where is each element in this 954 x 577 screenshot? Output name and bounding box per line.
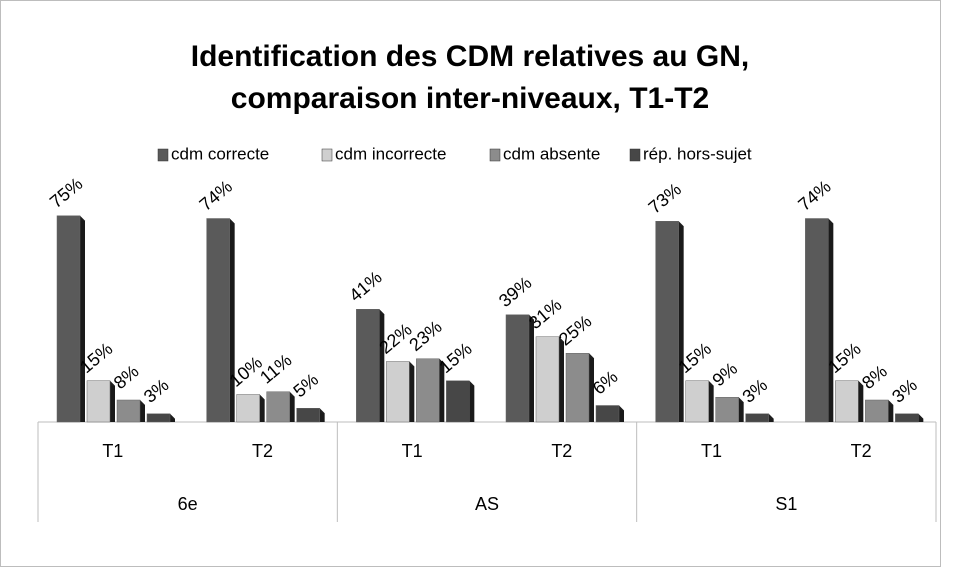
bar-side	[678, 221, 684, 422]
legend-label: cdm correcte	[171, 144, 269, 163]
x-tick-label: T1	[102, 441, 123, 461]
bar-side	[529, 314, 534, 422]
x-tick-label: T1	[701, 441, 722, 461]
bar	[416, 358, 440, 423]
x-tick-label: T2	[551, 441, 572, 461]
bar	[865, 399, 889, 423]
legend-swatch	[321, 148, 333, 162]
bar-side	[559, 336, 564, 422]
bar-side	[140, 400, 145, 422]
bar	[236, 394, 260, 423]
legend-label: rép. hors-sujet	[643, 144, 752, 163]
bar	[745, 413, 769, 423]
bar-side	[229, 218, 235, 422]
bar-side	[259, 394, 265, 422]
bar-side	[858, 380, 864, 422]
bar	[386, 361, 410, 423]
bar	[356, 309, 380, 423]
bar-side	[80, 215, 85, 422]
bar-side	[439, 358, 445, 422]
bar	[266, 391, 290, 423]
legend-label: cdm incorrecte	[335, 144, 446, 163]
bar-side	[289, 391, 295, 422]
bar	[86, 380, 111, 423]
legend-swatch	[157, 148, 169, 162]
bar	[505, 314, 530, 423]
bar-side	[708, 380, 714, 422]
group-label: AS	[475, 494, 499, 514]
group-label: S1	[775, 494, 797, 514]
x-tick-label: T2	[252, 441, 273, 461]
bar	[446, 380, 470, 423]
bar	[835, 380, 859, 423]
bar	[805, 218, 829, 423]
bar	[685, 380, 709, 423]
bar-side	[589, 353, 594, 422]
chart-title: Identification des CDM relatives au GN,	[191, 40, 749, 73]
legend-swatch	[629, 148, 641, 162]
chart-frame	[0, 0, 941, 567]
bar	[655, 221, 679, 423]
bar-side	[469, 380, 475, 422]
bar	[56, 215, 81, 423]
bar-side	[738, 397, 744, 422]
legend-swatch	[489, 148, 501, 162]
bar	[895, 413, 919, 423]
x-tick-label: T1	[402, 441, 423, 461]
bar-side	[409, 361, 415, 422]
bar	[595, 405, 620, 423]
bar-side	[110, 380, 115, 422]
bar	[296, 408, 320, 423]
group-label: 6e	[178, 494, 198, 514]
chart-subtitle: comparaison inter-niveaux, T1-T2	[231, 82, 709, 115]
bar	[146, 413, 171, 423]
bar	[116, 399, 141, 423]
bar	[715, 397, 739, 423]
bar	[206, 218, 230, 423]
bar-side	[379, 309, 385, 422]
bar	[535, 336, 560, 423]
bar	[565, 353, 590, 423]
bar-side	[888, 400, 894, 422]
legend-label: cdm absente	[503, 144, 600, 163]
x-tick-label: T2	[851, 441, 872, 461]
bar-side	[828, 218, 834, 422]
